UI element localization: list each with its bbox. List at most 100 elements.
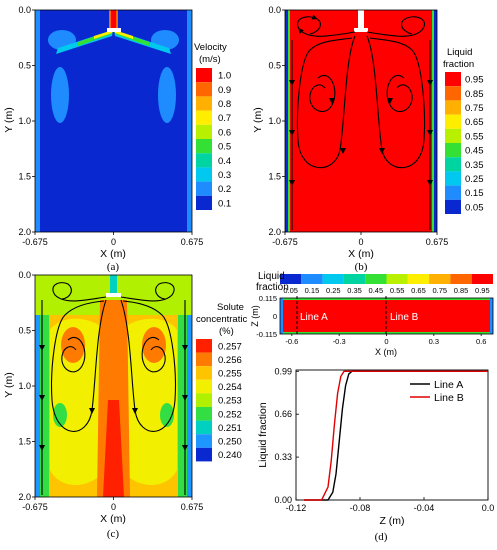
panel-c-x-axis-label: X (m) [100, 513, 126, 525]
panel-c-legend-swatch [196, 420, 212, 435]
line-chart-y-tick-label: 0.99 [274, 366, 292, 376]
panel-c-orange-eddy-left [61, 327, 85, 363]
liquid-fraction-bar-swatch [429, 274, 451, 284]
panel-a-legend-label: 0.2 [218, 184, 231, 195]
panel-c-legend-label: 0.250 [218, 437, 242, 448]
panel-a-legend-swatch [196, 139, 212, 154]
panel-c-x-tick-label: -0.675 [22, 502, 48, 512]
panel-a-y-tick-label: 1.0 [18, 116, 31, 126]
panel-a-legend-label: 0.9 [218, 85, 231, 96]
liquid-fraction-bar-label: 0.45 [369, 286, 384, 295]
panel-c-legend-swatch [196, 352, 212, 367]
panel-a-legend-label: 0.5 [218, 142, 231, 153]
panel-a-x-tick-label: 0.675 [181, 237, 204, 247]
panel-b-nozzle-gap [358, 10, 364, 30]
panel-a-nozzle-outlet [107, 28, 121, 32]
liquid-fraction-bar-swatch [322, 274, 344, 284]
panel-b-legend-swatch [445, 157, 461, 172]
panel-c-green-patch-right [160, 403, 174, 427]
panel-c-y-tick-label: 1.5 [18, 437, 31, 447]
panel-c-legend-swatch [196, 366, 212, 380]
panel-a-legend-swatch [196, 195, 212, 210]
panel-b-legend-label: 0.35 [465, 160, 484, 171]
line-chart-legend-label: Line B [434, 392, 464, 404]
panel-a-y-tick-label: 2.0 [18, 227, 31, 237]
line-chart-legend-label: Line A [434, 379, 463, 391]
liquid-fraction-bar-swatch [407, 274, 430, 284]
panel-a-wall-band-right [187, 10, 192, 232]
panel-a-legend-label: 0.1 [218, 198, 231, 209]
panel-d-top-z-tick-label: -0.115 [256, 330, 277, 339]
panel-a-y-axis-label: Y (m) [3, 107, 15, 132]
panel-b-legend-label: 0.45 [465, 146, 484, 157]
panel-d-top [279, 296, 494, 336]
panel-c-y-axis-label: Y (m) [3, 372, 15, 397]
panel-a-caption: (a) [107, 261, 120, 273]
panel-b-arrow-right-inner [387, 98, 393, 104]
panel-b-legend-label: 0.85 [465, 89, 484, 100]
panel-d-top-line-b-label: Line B [390, 312, 419, 323]
panel-b-vortex-left-outer [296, 35, 356, 169]
panel-b-legend-swatch [445, 171, 461, 186]
panel-b-legend-label: 0.95 [465, 75, 484, 86]
liquid-fraction-bar-label: 0.05 [283, 286, 298, 295]
panel-b-solid-shell-left-2 [288, 10, 290, 232]
liquid-fraction-bar-label: 0.75 [432, 286, 447, 295]
line-chart-layer: -0.12 -0.08 -0.04 0.0 0.00 0.33 0.66 0.99 Z (m) L… [257, 366, 494, 527]
panel-a-legend-swatch [196, 96, 212, 111]
panel-b-vortex-right-outer [366, 35, 426, 169]
panel-a-x-tick-label: 0 [111, 237, 116, 247]
panel-c-legend-unit: concentratic [196, 314, 247, 325]
panel-b-x-axis-label: X (m) [348, 248, 374, 260]
panel-c-center-orange-column [97, 300, 130, 497]
line-chart-x-tick-label: -0.04 [414, 503, 435, 513]
panel-b-legend-label: 0.65 [465, 117, 484, 128]
panel-d-top-x-tick-label: 0.6 [476, 337, 486, 346]
panel-a-legend-swatch [196, 181, 212, 196]
panel-c-vortex-right-outer [120, 299, 176, 432]
panel-c-arrow-left-wall-2 [39, 395, 45, 401]
panel-c-y-tick-label: 2.0 [18, 492, 31, 502]
panel-b-y-tick-label: 1.5 [268, 172, 281, 182]
liquid-fraction-bar-swatch [343, 274, 366, 284]
panel-c-caption: (c) [107, 528, 120, 540]
panel-b-streamline-top-right [366, 16, 425, 37]
panel-b-legend-title: Liquid [447, 47, 472, 58]
panel-c-legend-label: 0.252 [218, 409, 242, 420]
liquid-fraction-bar-label: 0.55 [390, 286, 405, 295]
panel-b-solid-shell-right [434, 10, 437, 232]
panel-b-vortex-left-inner [309, 75, 336, 113]
panel-a-legend-label: 0.7 [218, 113, 231, 124]
panel-c-x-tick-label: 0 [111, 502, 116, 512]
panel-b-arrow-left-vortex [340, 148, 346, 154]
panel-b-nozzle-outlet [354, 28, 368, 32]
panel-b-legend-label: 0.55 [465, 131, 484, 142]
panel-c-legend-unit-2: (%) [219, 326, 234, 337]
line-chart-x-tick-label: 0.0 [482, 503, 495, 513]
panel-a-legend-swatch [196, 110, 212, 125]
panel-c-band-wall-right [187, 275, 192, 497]
panel-b-legend-swatch [445, 114, 461, 129]
panel-c-arrow-right-wall-1 [182, 345, 188, 351]
panel-b-x-tick-label: 0 [358, 237, 363, 247]
panel-b [284, 9, 438, 233]
panel-d-top-title-line1: Liquid [258, 271, 285, 282]
panel-d-top-shell-left [280, 298, 283, 334]
panel-c-legend-label: 0.240 [218, 450, 242, 461]
panel-c-legend-swatch [196, 407, 212, 421]
panel-c-arrow-right-vortex [132, 408, 138, 414]
panel-c-arrow-left-wall-1 [39, 345, 45, 351]
panel-c-y-tick-label: 0.0 [18, 270, 31, 280]
liquid-fraction-bar-label: 0.25 [326, 286, 341, 295]
panel-c-legend-swatch [196, 379, 212, 394]
panel-b-y-tick-label: 0.5 [268, 61, 281, 71]
panel-c-band-wall-left [35, 275, 40, 497]
panel-b-legend-swatch [445, 128, 461, 143]
liquid-fraction-bar-label: 0.65 [411, 286, 426, 295]
line-chart-y-tick-label: 0.33 [274, 452, 292, 462]
panel-b-legend-label: 0.05 [465, 202, 484, 213]
liquid-fraction-bar-swatch [280, 274, 302, 284]
panel-b-y-tick-label: 2.0 [268, 227, 281, 237]
panel-b-x-tick-label: 0.675 [426, 237, 449, 247]
